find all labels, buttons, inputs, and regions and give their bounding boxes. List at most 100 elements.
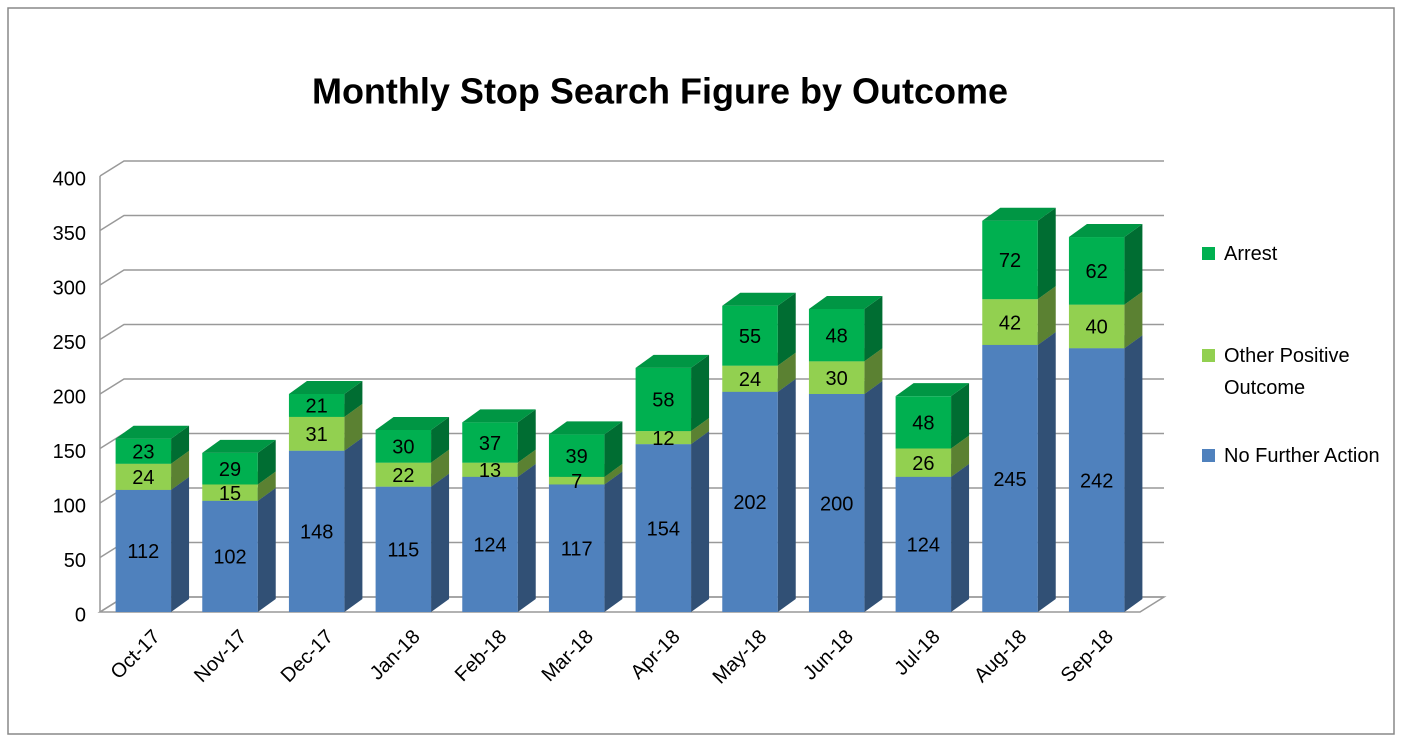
bar-side bbox=[1124, 291, 1143, 349]
bar bbox=[1068, 237, 1125, 305]
bar-side bbox=[864, 381, 883, 612]
grid-line bbox=[99, 160, 1164, 177]
data-label: 12 bbox=[652, 428, 674, 450]
bar bbox=[462, 422, 518, 463]
bar bbox=[548, 434, 605, 477]
data-label: 39 bbox=[566, 446, 588, 468]
legend-swatch bbox=[1202, 449, 1215, 462]
y-tick-label: 350 bbox=[53, 223, 86, 245]
bar-side bbox=[691, 431, 710, 612]
bar bbox=[808, 361, 865, 394]
data-label: 30 bbox=[826, 368, 848, 390]
bar-side bbox=[604, 421, 623, 477]
data-label: 13 bbox=[479, 460, 501, 482]
y-tick-label: 250 bbox=[53, 332, 86, 354]
bar-top bbox=[1068, 224, 1143, 238]
bar bbox=[808, 308, 865, 362]
bar bbox=[115, 438, 172, 464]
y-tick-label: 100 bbox=[53, 495, 86, 517]
data-label: 58 bbox=[652, 390, 674, 412]
bar-top bbox=[722, 292, 796, 306]
data-label: 124 bbox=[907, 535, 940, 557]
legend-swatch bbox=[1202, 247, 1215, 260]
data-label: 72 bbox=[999, 250, 1021, 272]
data-label: 202 bbox=[733, 492, 766, 514]
bar-side bbox=[1037, 207, 1056, 300]
data-label: 148 bbox=[300, 522, 333, 544]
bar-side bbox=[171, 425, 190, 464]
data-label: 115 bbox=[387, 540, 419, 562]
bar-side bbox=[344, 403, 363, 451]
bar-side bbox=[777, 378, 796, 612]
bar-side bbox=[431, 416, 450, 463]
bar-top bbox=[982, 207, 1056, 221]
bar-top bbox=[115, 425, 190, 439]
bar-side bbox=[517, 463, 536, 612]
bar-side bbox=[777, 352, 796, 392]
bar bbox=[895, 448, 952, 477]
grid-line bbox=[99, 214, 1164, 232]
bar bbox=[115, 463, 172, 490]
bar bbox=[288, 394, 345, 417]
bar-side bbox=[691, 418, 710, 445]
data-label: 21 bbox=[306, 396, 328, 418]
y-tick-label: 300 bbox=[53, 277, 86, 299]
bar-side bbox=[777, 292, 796, 366]
data-label: 55 bbox=[739, 326, 761, 348]
data-label: 24 bbox=[132, 467, 154, 489]
bar-side bbox=[171, 476, 190, 612]
y-tick-label: 50 bbox=[64, 550, 86, 572]
data-label: 15 bbox=[219, 483, 241, 505]
bar bbox=[722, 305, 778, 366]
bar-side bbox=[604, 471, 623, 612]
bar-side bbox=[864, 295, 883, 362]
bar bbox=[635, 444, 692, 612]
legend-swatch bbox=[1202, 349, 1215, 362]
bar bbox=[548, 476, 605, 485]
bar-side bbox=[951, 463, 970, 612]
bar-side bbox=[604, 463, 623, 485]
legend-item: No Further Action bbox=[1202, 440, 1382, 472]
bar-top bbox=[202, 439, 276, 453]
data-label: 40 bbox=[1086, 317, 1108, 339]
bar bbox=[895, 476, 952, 612]
chart-title: Monthly Stop Search Figure by Outcome bbox=[312, 71, 1008, 112]
bar-side bbox=[517, 409, 536, 463]
bar bbox=[462, 462, 518, 477]
grid-line bbox=[99, 269, 1164, 286]
bar bbox=[202, 452, 258, 485]
bar-side bbox=[1037, 331, 1056, 612]
bar bbox=[982, 344, 1038, 612]
data-label: 42 bbox=[999, 312, 1021, 334]
data-label: 22 bbox=[392, 465, 414, 487]
bar bbox=[288, 416, 345, 451]
bar-top bbox=[548, 421, 623, 435]
bar bbox=[808, 394, 865, 612]
bar-side bbox=[257, 471, 276, 501]
data-label: 23 bbox=[132, 442, 154, 464]
bar bbox=[288, 450, 345, 612]
bar-side bbox=[951, 435, 970, 477]
y-tick-label: 0 bbox=[75, 604, 86, 626]
data-label: 7 bbox=[571, 471, 582, 493]
data-label: 117 bbox=[561, 539, 593, 561]
bar bbox=[635, 367, 692, 432]
data-label: 112 bbox=[127, 541, 159, 563]
bar-top bbox=[375, 416, 450, 430]
bar bbox=[202, 484, 258, 501]
bar-top bbox=[288, 381, 363, 394]
data-label: 26 bbox=[912, 453, 934, 475]
bar bbox=[982, 220, 1038, 300]
bar bbox=[1068, 304, 1125, 349]
data-label: 30 bbox=[392, 437, 414, 459]
data-label: 200 bbox=[820, 493, 853, 515]
bar-side bbox=[344, 437, 363, 612]
y-tick-label: 400 bbox=[53, 168, 86, 190]
data-label: 102 bbox=[213, 547, 246, 569]
bar-top bbox=[462, 409, 536, 423]
data-label: 48 bbox=[912, 413, 934, 435]
bar bbox=[202, 500, 258, 612]
bar-side bbox=[171, 450, 190, 490]
bar-side bbox=[344, 381, 363, 417]
